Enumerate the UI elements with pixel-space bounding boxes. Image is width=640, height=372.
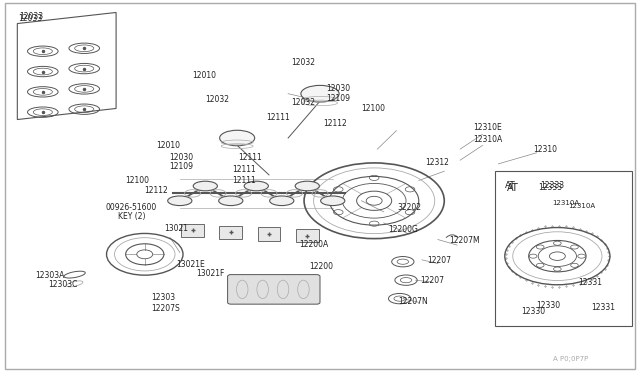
Ellipse shape [219, 196, 243, 206]
Text: 12310A: 12310A [568, 203, 596, 209]
Bar [495, 171, 632, 326]
Text: 12330: 12330 [521, 307, 545, 316]
Polygon shape [17, 13, 116, 119]
Text: 12303A: 12303A [35, 271, 65, 280]
Ellipse shape [269, 196, 294, 206]
Text: 12331: 12331 [591, 303, 615, 312]
Text: 12310: 12310 [534, 145, 557, 154]
Bar [181, 224, 204, 237]
Ellipse shape [244, 181, 268, 191]
Text: 00926-51600: 00926-51600 [105, 202, 157, 212]
Ellipse shape [168, 196, 192, 206]
Text: A P0;0P7P: A P0;0P7P [552, 356, 588, 362]
Text: 12032: 12032 [291, 58, 316, 67]
Ellipse shape [295, 181, 319, 191]
Text: 12310A: 12310A [552, 200, 580, 206]
Text: 13021F: 13021F [196, 269, 224, 278]
Ellipse shape [301, 86, 339, 102]
Text: 12312: 12312 [425, 157, 449, 167]
Text: 12200A: 12200A [300, 240, 329, 249]
Text: 12331: 12331 [578, 278, 602, 287]
Text: 12207: 12207 [420, 276, 445, 285]
Text: 12032: 12032 [291, 99, 316, 108]
Text: 12207M: 12207M [449, 236, 480, 245]
Text: 12033: 12033 [19, 12, 44, 21]
Text: 12112: 12112 [144, 186, 168, 195]
Text: 12109: 12109 [169, 162, 193, 171]
Ellipse shape [193, 181, 218, 191]
Text: 12207: 12207 [427, 256, 451, 266]
Bar [220, 225, 243, 239]
Text: 12333: 12333 [540, 182, 564, 190]
Ellipse shape [220, 130, 255, 146]
Text: 12303: 12303 [151, 294, 175, 302]
Text: 12033: 12033 [19, 13, 43, 22]
FancyBboxPatch shape [228, 275, 320, 304]
Text: 13021: 13021 [164, 224, 188, 233]
Text: 32202: 32202 [397, 202, 422, 212]
Text: 12112: 12112 [323, 119, 347, 128]
Ellipse shape [321, 196, 345, 206]
Bar [257, 227, 280, 241]
Text: 12303C: 12303C [48, 280, 77, 289]
Text: 12111: 12111 [232, 165, 256, 174]
Text: 12111: 12111 [232, 176, 256, 185]
Text: 12310A: 12310A [473, 135, 502, 144]
Text: 12330: 12330 [537, 301, 561, 311]
Text: 12100: 12100 [362, 104, 385, 113]
Text: 12200G: 12200G [388, 225, 418, 234]
Text: 12333: 12333 [539, 183, 563, 192]
Text: 12032: 12032 [205, 95, 229, 104]
Text: 12010: 12010 [156, 141, 180, 150]
Text: 12111: 12111 [266, 113, 289, 122]
Text: 12010: 12010 [193, 71, 216, 80]
Text: 12109: 12109 [326, 94, 350, 103]
Text: 12200: 12200 [309, 262, 333, 270]
Text: 12207S: 12207S [151, 304, 180, 313]
Text: 12030: 12030 [326, 84, 351, 93]
FancyBboxPatch shape [4, 3, 636, 369]
Text: AT: AT [505, 182, 516, 190]
Text: 12030: 12030 [169, 153, 193, 162]
Text: 12100: 12100 [125, 176, 150, 185]
Text: 12111: 12111 [239, 153, 262, 162]
Text: AT: AT [507, 183, 518, 193]
Text: 13021E: 13021E [177, 260, 205, 269]
Text: KEY (2): KEY (2) [118, 212, 145, 221]
Text: 12207N: 12207N [398, 297, 428, 306]
Bar [296, 229, 319, 243]
Text: 12310E: 12310E [473, 123, 502, 132]
